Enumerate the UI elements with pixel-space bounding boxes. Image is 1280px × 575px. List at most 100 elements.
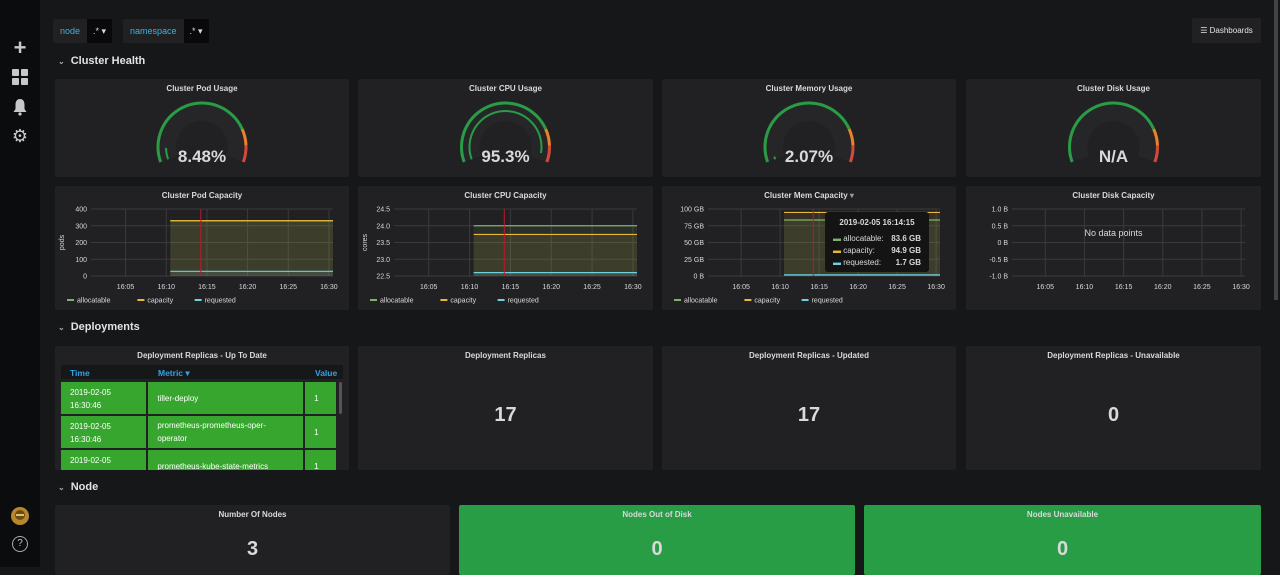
graph[interactable]: 24.5 24.0 23.5 23.0 22.5 16:05 16:10 16:15 16:20… <box>358 186 653 310</box>
column-header-metric[interactable]: Metric ▾ <box>158 368 190 379</box>
gauge-threshold-crit <box>545 145 551 163</box>
gauge: 95.3% <box>459 101 552 166</box>
y-tick-label: 25 GB <box>684 257 704 264</box>
bell-icon[interactable] <box>10 98 30 118</box>
sidebar: + ⚙ ? <box>0 0 40 567</box>
column-header-time[interactable]: Time <box>70 368 90 378</box>
gear-icon[interactable]: ⚙ <box>11 126 29 146</box>
row-title: Cluster Health <box>70 55 146 67</box>
graph[interactable]: 400 300 200 100 0 16:05 16:10 16:15 16:20 16:25 16… <box>55 186 349 310</box>
cell-value: 1 <box>305 416 336 448</box>
legend-item-capacity[interactable]: capacity <box>754 298 780 305</box>
x-tick-label: 16:10 <box>157 284 175 291</box>
variable-value: .* <box>93 26 100 36</box>
x-tick-label: 16:30 <box>624 284 642 291</box>
row-cluster-health[interactable]: ⌄ Cluster Health <box>58 55 145 67</box>
series-fill-capacity <box>170 220 333 276</box>
panel-title[interactable]: Deployment Replicas - Unavailable <box>1047 351 1180 360</box>
variable-label: namespace <box>123 19 184 43</box>
dashboards-label: Dashboards <box>1209 26 1253 35</box>
stat-value: 3 <box>246 538 259 560</box>
tooltip: 2019-02-05 16:14:15 ▬ allocatable: 83.6 G… <box>825 212 929 272</box>
node-variable[interactable]: node .* ▾ <box>53 19 113 43</box>
gauge-panel: Cluster CPU Usage 95.3% <box>358 79 653 177</box>
graph-panel: Cluster Pod Capacity 400 300 200 100 0 16:05 16… <box>55 186 349 310</box>
stat-panel-nodes-out-of-disk: Nodes Out of Disk 0 <box>459 505 855 575</box>
panel-title[interactable]: Cluster Mem Capacity ▾ <box>662 191 956 200</box>
tooltip-name: allocatable: <box>843 234 884 243</box>
table-scrollbar[interactable] <box>339 382 342 414</box>
x-tick-label: 16:25 <box>888 284 906 291</box>
gauge: N/A <box>1067 101 1160 166</box>
legend-item-capacity[interactable]: capacity <box>147 298 173 305</box>
gauge-threshold-crit <box>848 145 855 163</box>
tooltip-row: ▬ capacity: 94.9 GB <box>833 246 921 255</box>
series-fill-requested <box>473 272 637 276</box>
legend-item-requested[interactable]: requested <box>812 298 843 305</box>
panel-title[interactable]: Cluster CPU Capacity <box>464 191 547 200</box>
avatar[interactable] <box>10 506 30 526</box>
y-tick-label: 200 <box>75 240 87 247</box>
gauge-track <box>1067 101 1160 163</box>
table-row[interactable]: 2019-02-05 16:30:46prometheus-kube-state… <box>61 450 336 470</box>
gauge-threshold-ok <box>1068 101 1156 163</box>
x-tick-label: 16:15 <box>810 284 828 291</box>
gauge: 2.07% <box>763 101 855 166</box>
legend-item-allocatable[interactable]: allocatable <box>380 298 414 305</box>
gauge-threshold-ok <box>460 101 548 163</box>
panel-title[interactable]: Cluster Pod Usage <box>166 84 238 93</box>
y-tick-label: 400 <box>75 207 87 214</box>
table-row[interactable]: 2019-02-05 16:30:46 tiller-deploy 1 <box>61 382 336 414</box>
panel-title[interactable]: Cluster Disk Capacity <box>1072 191 1155 200</box>
x-tick-label: 16:05 <box>117 284 135 291</box>
y-tick-label: -0.5 B <box>989 257 1008 264</box>
table-row[interactable]: 2019-02-05 16:30:46 prometheus-prometheus… <box>61 416 336 448</box>
stat-value: 0 <box>1056 538 1069 560</box>
panel-title[interactable]: Cluster Pod Capacity <box>161 191 243 200</box>
panel-title[interactable]: Deployment Replicas <box>465 351 546 360</box>
legend-item-allocatable[interactable]: allocatable <box>77 298 111 305</box>
tooltip-time: 2019-02-05 16:14:15 <box>839 218 915 227</box>
chevron-down-icon: ⌄ <box>58 483 65 492</box>
y-axis-label: pods <box>59 234 66 250</box>
panel-title[interactable]: Number Of Nodes <box>218 510 287 519</box>
panel-title[interactable]: Cluster Memory Usage <box>765 84 853 93</box>
x-tick-label: 16:30 <box>927 284 945 291</box>
panel-title[interactable]: Cluster Disk Usage <box>1077 84 1150 93</box>
node-select[interactable]: .* ▾ <box>87 19 113 43</box>
gauge-panel: Cluster Disk Usage N/A <box>966 79 1261 177</box>
row-node[interactable]: ⌄ Node <box>58 481 98 493</box>
legend-item-requested[interactable]: requested <box>205 298 236 305</box>
y-tick-label: 50 GB <box>684 240 704 247</box>
sort-desc-icon: ▾ <box>185 368 190 378</box>
namespace-select[interactable]: .* ▾ <box>183 19 209 43</box>
x-tick-label: 16:05 <box>732 284 750 291</box>
help-icon[interactable]: ? <box>12 536 28 552</box>
panel-title[interactable]: Nodes Unavailable <box>1026 510 1099 519</box>
column-header-value[interactable]: Value <box>315 368 338 378</box>
panel-title[interactable]: Cluster CPU Usage <box>469 84 542 93</box>
row-deployments[interactable]: ⌄ Deployments <box>58 321 140 333</box>
dashboards-icon[interactable] <box>10 68 30 88</box>
legend-item-requested[interactable]: requested <box>508 298 539 305</box>
graph[interactable]: 1.0 B 0.5 B 0 B -0.5 B -1.0 B 16:05 16:10 16:15… <box>966 186 1261 310</box>
cell-time: 2019-02-05 16:30:46 <box>61 450 147 470</box>
namespace-variable[interactable]: namespace .* ▾ <box>123 19 209 43</box>
stat-panel-nodes-unavailable: Nodes Unavailable 0 <box>864 505 1261 575</box>
panel-title[interactable]: Deployment Replicas - Up To Date <box>137 351 267 360</box>
gauge-threshold-warn <box>544 128 551 146</box>
dashboards-button[interactable]: ☰ Dashboards <box>1192 18 1261 43</box>
series-fill-requested <box>170 271 333 276</box>
stat-value: 0 <box>651 538 663 560</box>
panel-title[interactable]: Deployment Replicas - Updated <box>748 351 870 360</box>
x-tick-label: 16:10 <box>461 284 479 291</box>
tooltip-value: 83.6 GB <box>891 234 921 243</box>
panel-title[interactable]: Nodes Out of Disk <box>622 510 692 519</box>
tooltip-value: 94.9 GB <box>891 246 921 255</box>
legend-item-capacity[interactable]: capacity <box>450 298 476 305</box>
stat-panel: Deployment Replicas - Updated 17 <box>662 346 956 470</box>
legend-item-allocatable[interactable]: allocatable <box>684 298 718 305</box>
tooltip-row: ▬ allocatable: 83.6 GB <box>833 234 921 243</box>
plus-icon[interactable]: + <box>13 35 27 60</box>
scrollbar[interactable] <box>1274 0 1278 300</box>
